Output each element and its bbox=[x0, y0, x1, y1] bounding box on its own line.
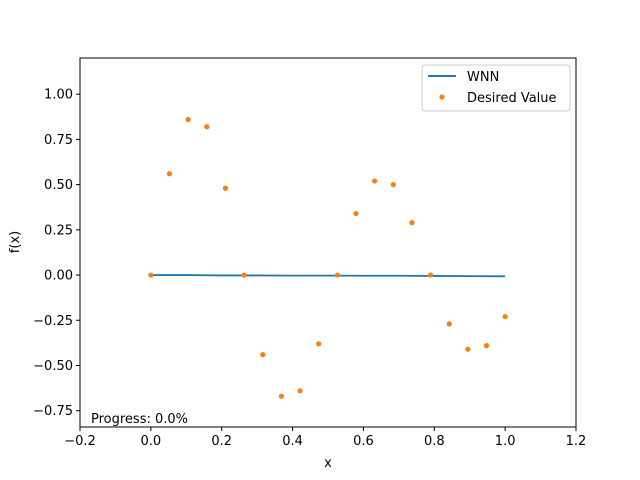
desired-value-point bbox=[353, 210, 359, 217]
desired-value-point bbox=[409, 220, 415, 226]
y-tick-label: 0.50 bbox=[44, 178, 73, 193]
x-tick-label: 0.6 bbox=[353, 434, 374, 449]
wnn-series bbox=[150, 274, 506, 278]
y-tick-label: 0.75 bbox=[44, 133, 73, 148]
legend: WNN Desired Value bbox=[421, 64, 571, 112]
x-tick-label: −0.2 bbox=[64, 434, 96, 449]
desired-value-point bbox=[334, 272, 340, 278]
desired-value-point bbox=[185, 116, 191, 123]
x-tick-label: 0.4 bbox=[282, 434, 303, 449]
y-tick-label: −0.75 bbox=[33, 404, 73, 419]
desired-value-series bbox=[148, 116, 508, 399]
y-tick-label: 0.25 bbox=[44, 223, 73, 238]
desired-value-point bbox=[278, 393, 284, 399]
desired-value-point bbox=[297, 388, 303, 394]
legend-wnn-label: WNN bbox=[467, 70, 499, 85]
y-tick-label: 0.00 bbox=[44, 269, 73, 284]
legend-box bbox=[421, 64, 571, 112]
desired-value-point bbox=[372, 178, 378, 184]
x-axis-ticks: −0.2 0.0 0.2 0.4 0.6 0.8 1.0 1.2 bbox=[64, 427, 586, 449]
desired-value-point bbox=[166, 171, 173, 177]
x-tick-label: 0.8 bbox=[424, 434, 445, 449]
x-tick-label: 0.2 bbox=[211, 434, 232, 449]
legend-desired-label: Desired Value bbox=[467, 91, 557, 106]
desired-value-point bbox=[446, 321, 452, 327]
desired-value-point bbox=[241, 272, 247, 278]
progress-annotation: Progress: 0.0% bbox=[91, 412, 188, 427]
desired-value-point bbox=[222, 185, 229, 191]
wnn-line bbox=[150, 274, 506, 278]
desired-value-point bbox=[465, 346, 471, 352]
x-tick-label: 1.2 bbox=[566, 434, 587, 449]
desired-value-point bbox=[204, 124, 210, 130]
x-tick-label: 1.0 bbox=[495, 434, 516, 449]
plot-area bbox=[80, 58, 576, 427]
desired-value-point bbox=[483, 343, 490, 349]
plot-frame bbox=[79, 57, 577, 428]
desired-value-point bbox=[260, 352, 266, 358]
desired-value-point bbox=[502, 314, 508, 320]
desired-value-point bbox=[148, 272, 154, 278]
desired-value-point bbox=[390, 182, 396, 188]
desired-value-point bbox=[316, 341, 322, 347]
legend-desired-marker-icon bbox=[439, 94, 445, 100]
y-tick-label: −0.50 bbox=[33, 359, 73, 374]
y-tick-label: −0.25 bbox=[33, 314, 73, 329]
x-axis-label: x bbox=[324, 456, 332, 471]
y-axis-label: f(x) bbox=[8, 231, 23, 253]
x-tick-label: 0.0 bbox=[141, 434, 162, 449]
y-axis-ticks: −0.75 −0.50 −0.25 0.00 0.25 0.50 0.75 1.00 bbox=[33, 88, 80, 419]
desired-value-point bbox=[427, 272, 434, 278]
y-tick-label: 1.00 bbox=[44, 88, 73, 103]
